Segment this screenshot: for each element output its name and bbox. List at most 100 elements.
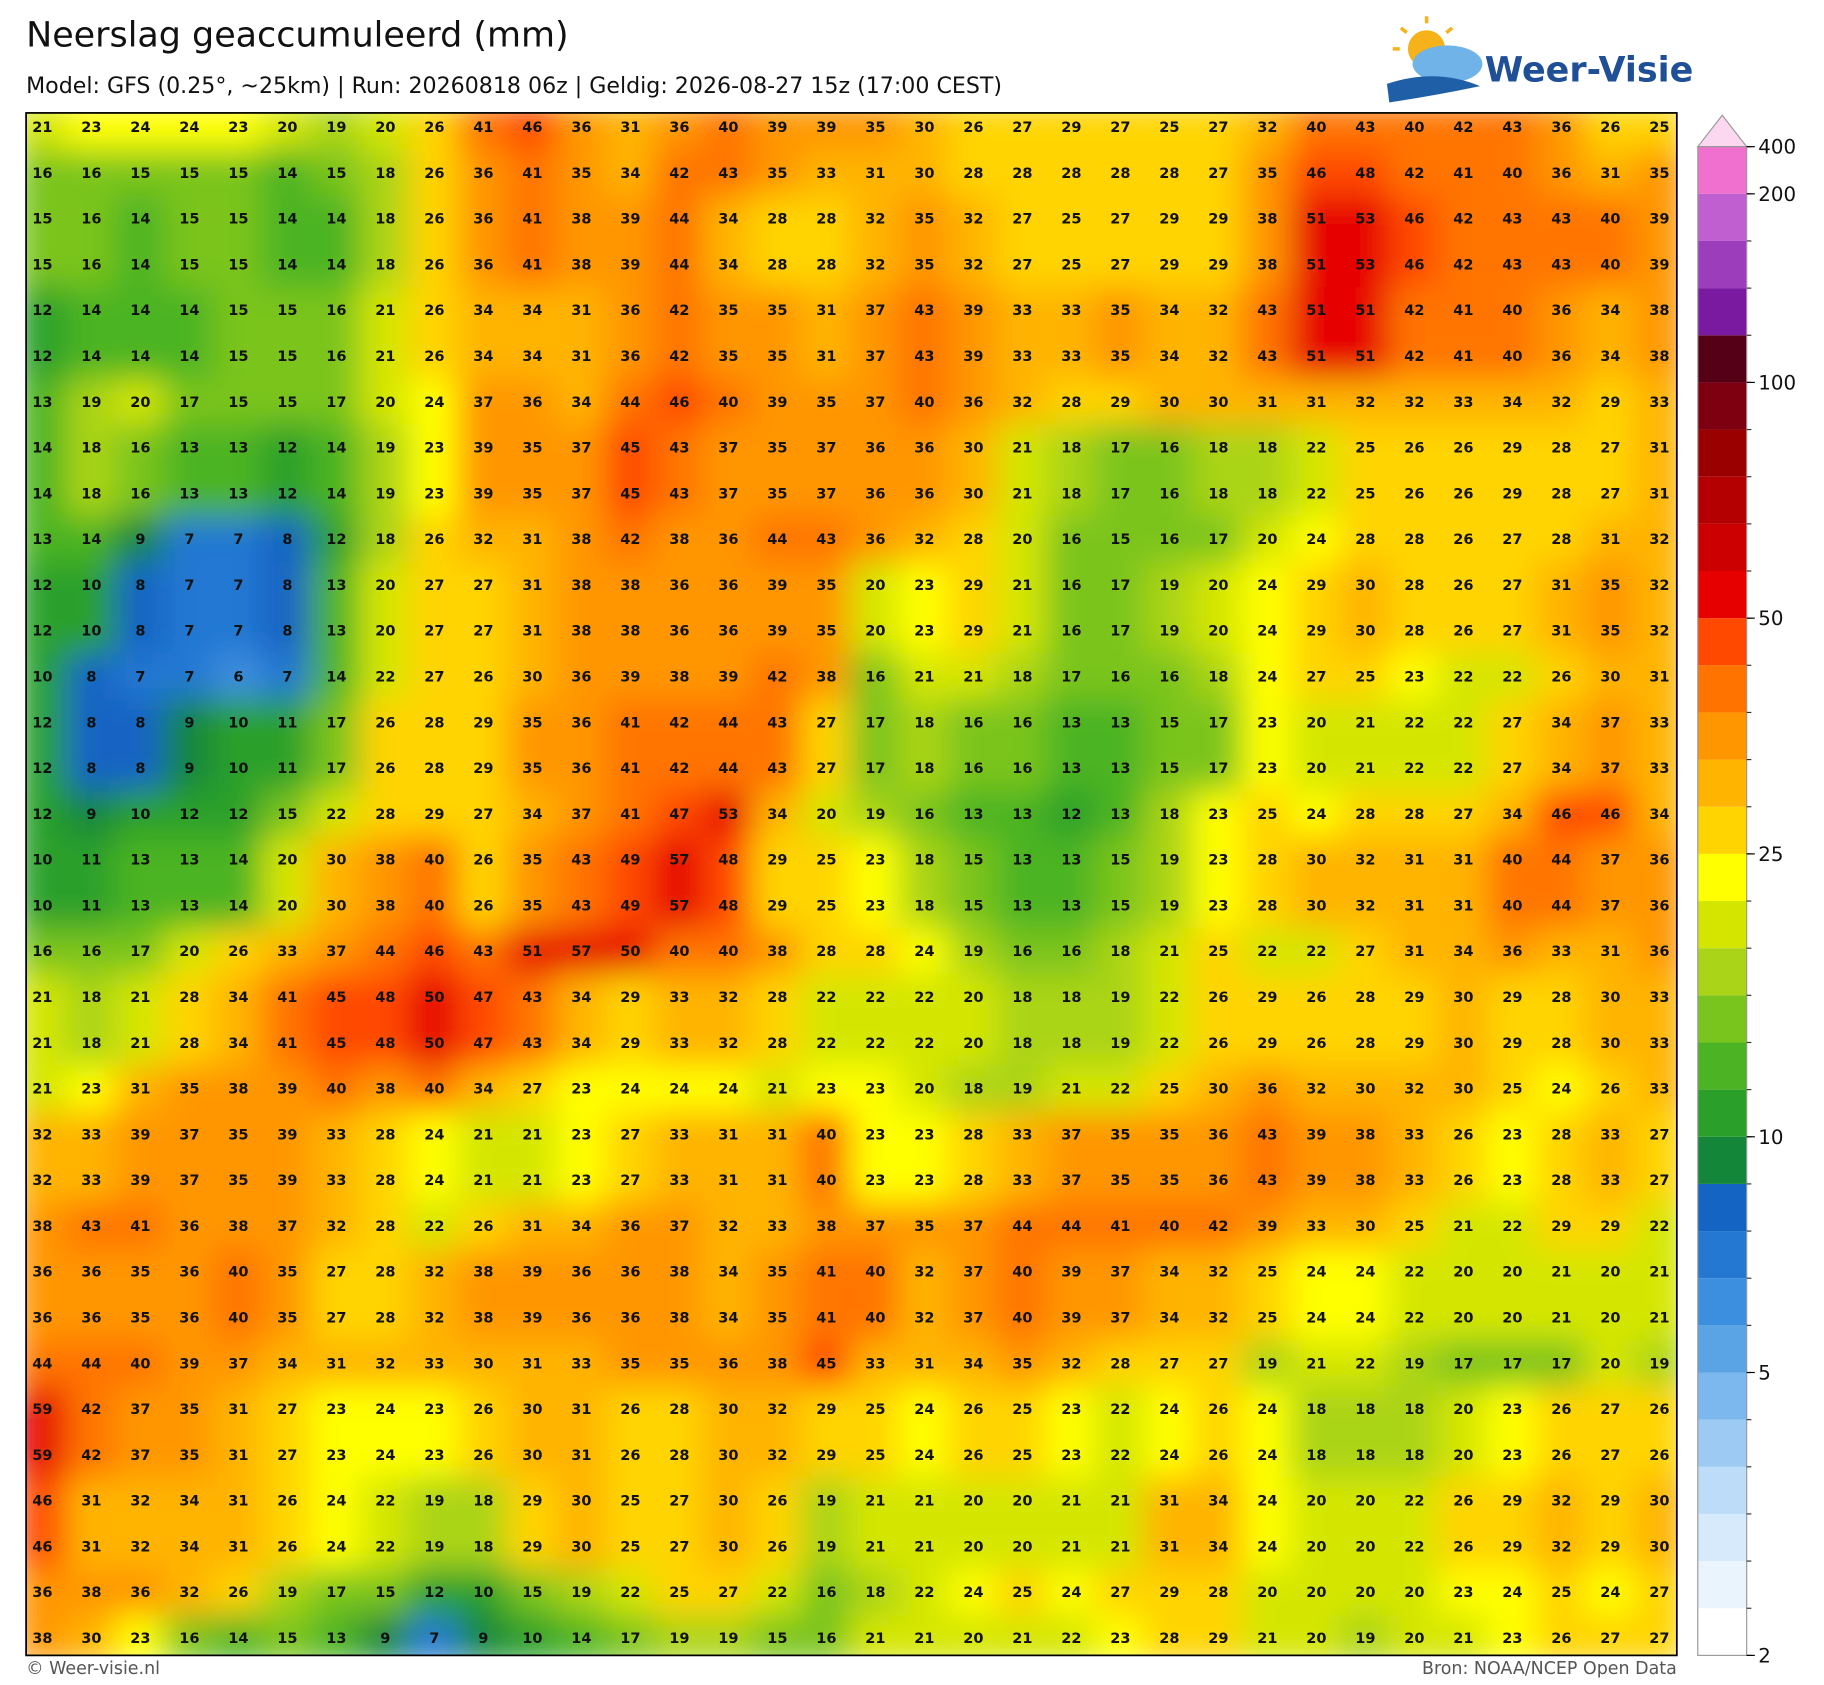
colorbar-bin <box>1697 1466 1747 1514</box>
precip-cell <box>1535 424 1588 473</box>
precip-cell <box>751 607 804 656</box>
grid-value: 51 <box>1355 302 1375 319</box>
precip-cell <box>996 561 1049 610</box>
grid-value: 17 <box>1061 668 1081 685</box>
grid-value: 35 <box>1110 1126 1130 1143</box>
grid-value: 28 <box>1404 531 1424 548</box>
subtitle: Model: GFS (0.25°, ~25km) | Run: 2026081… <box>26 73 1002 99</box>
grid-value: 32 <box>1551 1538 1571 1555</box>
precip-cell <box>1094 149 1147 198</box>
precip-cell <box>898 744 951 794</box>
precip-cell <box>1535 112 1588 153</box>
grid-value: 22 <box>1649 1218 1669 1235</box>
precip-cell <box>506 1202 559 1251</box>
precip-cell <box>1437 973 1490 1023</box>
grid-value: 15 <box>277 1630 297 1647</box>
precip-cell <box>1339 241 1392 290</box>
precip-cell <box>996 699 1049 748</box>
precip-cell <box>702 561 755 610</box>
precip-cell <box>800 195 853 244</box>
precip-cell <box>604 973 657 1023</box>
grid-value: 26 <box>1453 485 1473 502</box>
grid-value: 31 <box>326 1355 346 1372</box>
grid-value: 27 <box>326 1264 346 1281</box>
grid-value: 26 <box>620 1401 640 1418</box>
precip-cell <box>1437 378 1490 427</box>
precip-cell <box>457 149 510 198</box>
precip-cell <box>1633 1111 1677 1160</box>
precip-cell <box>114 241 167 290</box>
grid-value: 33 <box>1012 302 1032 319</box>
grid-value: 26 <box>1404 440 1424 457</box>
precip-cell <box>702 1019 755 1068</box>
precip-cell <box>65 287 118 336</box>
grid-value: 47 <box>669 806 689 823</box>
precip-cell <box>898 195 951 244</box>
grid-value: 33 <box>1649 760 1669 777</box>
grid-value: 37 <box>1110 1309 1130 1326</box>
grid-value: 23 <box>1257 714 1277 731</box>
grid-value: 33 <box>81 1172 101 1189</box>
grid-value: 17 <box>865 714 885 731</box>
grid-value: 27 <box>1208 165 1228 182</box>
grid-value: 42 <box>1404 302 1424 319</box>
precip-cell <box>800 332 853 382</box>
precip-cell <box>261 744 314 794</box>
grid-value: 46 <box>669 394 689 411</box>
grid-value: 22 <box>620 1584 640 1601</box>
grid-value: 32 <box>1355 852 1375 869</box>
precip-cell <box>947 378 1000 427</box>
precip-cell <box>702 195 755 244</box>
grid-value: 18 <box>1061 440 1081 457</box>
precip-cell <box>1535 928 1588 977</box>
precip-cell <box>996 241 1049 290</box>
precip-cell <box>163 561 216 610</box>
grid-value: 17 <box>326 394 346 411</box>
grid-value: 19 <box>816 1493 836 1510</box>
grid-value: 34 <box>1453 943 1473 960</box>
grid-value: 8 <box>86 714 96 731</box>
grid-value: 35 <box>179 1401 199 1418</box>
grid-value: 23 <box>1110 1630 1130 1647</box>
precip-cell <box>1339 332 1392 382</box>
precip-cell <box>212 607 265 656</box>
grid-value: 28 <box>1355 989 1375 1006</box>
grid-value: 23 <box>914 577 934 594</box>
precip-cell <box>1437 1157 1490 1206</box>
grid-value: 28 <box>816 211 836 228</box>
precip-cell <box>359 332 412 382</box>
grid-value: 26 <box>228 1584 248 1601</box>
precip-cell <box>604 149 657 198</box>
grid-value: 23 <box>865 1172 885 1189</box>
grid-value: 24 <box>1257 1401 1277 1418</box>
grid-value: 12 <box>228 806 248 823</box>
precip-cell <box>1339 653 1392 702</box>
precip-cell <box>408 195 461 244</box>
precip-cell <box>800 112 853 153</box>
precip-cell <box>1143 112 1196 153</box>
precip-cell <box>849 790 902 839</box>
grid-value: 43 <box>669 440 689 457</box>
precip-cell <box>1094 287 1147 336</box>
grid-value: 18 <box>963 1081 983 1098</box>
grid-value: 28 <box>179 989 199 1006</box>
precip-cell <box>457 332 510 382</box>
precip-cell <box>408 561 461 610</box>
precip-cell <box>1241 790 1294 839</box>
precip-cell <box>1143 287 1196 336</box>
grid-value: 40 <box>326 1081 346 1098</box>
grid-value: 41 <box>130 1218 150 1235</box>
precip-cell <box>1339 973 1392 1023</box>
precip-cell <box>65 1065 118 1114</box>
precip-cell <box>947 516 1000 565</box>
precip-cell <box>359 928 412 977</box>
grid-value: 26 <box>1453 531 1473 548</box>
grid-value: 47 <box>473 989 493 1006</box>
precip-cell <box>947 241 1000 290</box>
precip-cell <box>1192 424 1245 473</box>
precip-cell <box>359 195 412 244</box>
grid-value: 14 <box>277 211 297 228</box>
grid-value: 30 <box>522 668 542 685</box>
grid-value: 39 <box>767 577 787 594</box>
grid-value: 21 <box>32 119 52 136</box>
